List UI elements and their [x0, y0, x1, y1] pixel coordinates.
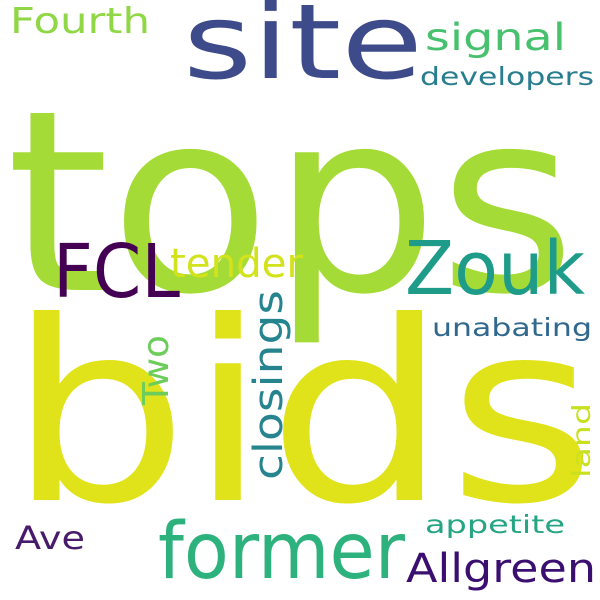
- word-unabating: unabating: [432, 313, 592, 342]
- word-tender: tender: [170, 241, 304, 287]
- word-zouk: Zouk: [405, 226, 585, 312]
- word-former: former: [158, 507, 406, 597]
- word-developers: developers: [420, 62, 594, 91]
- word-site: site: [183, 0, 423, 103]
- word-tops: tops: [6, 57, 576, 350]
- word-fourth: Fourth: [10, 1, 150, 42]
- word-two: Two: [136, 335, 177, 406]
- word-land: land: [567, 403, 596, 478]
- word-bids: bids: [8, 268, 596, 559]
- word-fcl: FCL: [53, 229, 180, 315]
- word-appetite: appetite: [425, 510, 565, 539]
- word-signal: signal: [425, 16, 566, 59]
- word-allgreen: Allgreen: [406, 546, 596, 592]
- word-closings: closings: [246, 290, 292, 480]
- word-ave: Ave: [15, 519, 85, 557]
